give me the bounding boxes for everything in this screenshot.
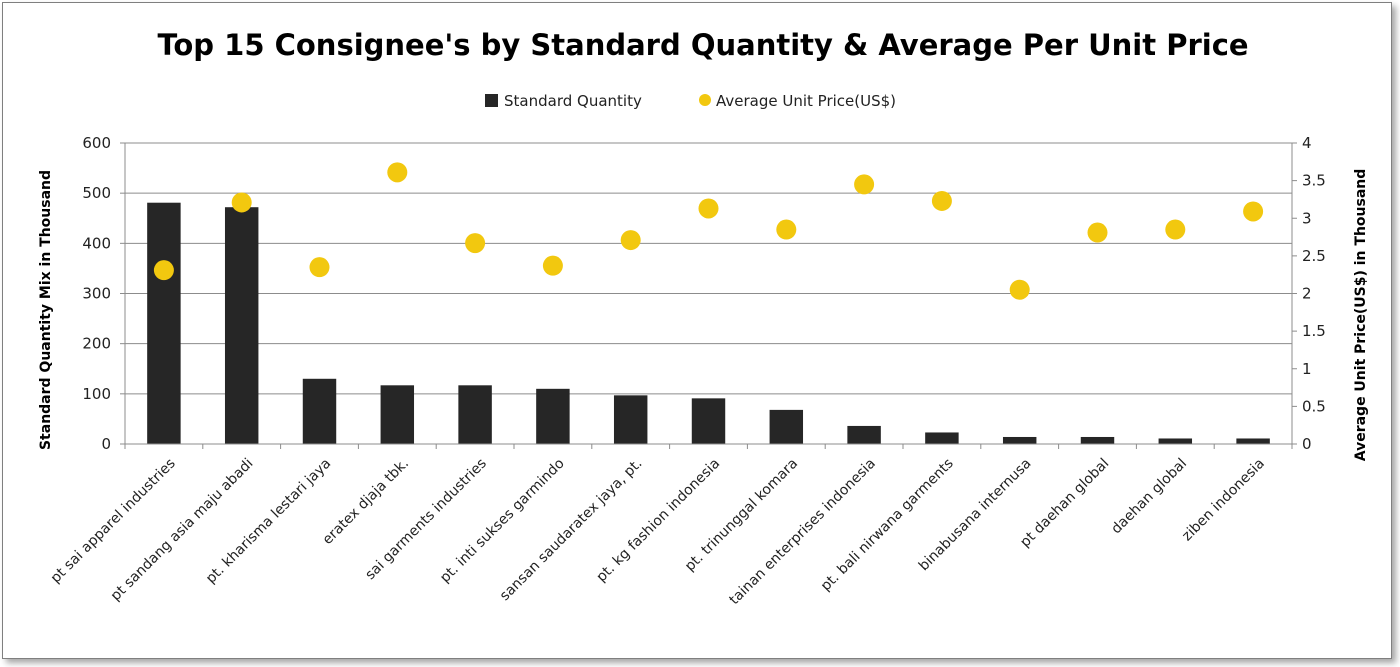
category-label: pt sai apparel industries <box>48 456 179 587</box>
bar-series <box>147 202 1270 444</box>
price-point-13 <box>1087 222 1108 243</box>
bar-2 <box>224 207 259 444</box>
bar-4 <box>380 385 415 444</box>
price-point-15 <box>1243 201 1264 222</box>
bar-9 <box>769 409 804 444</box>
right-tick-label: 3.5 <box>1302 172 1326 190</box>
right-tick-label: 2 <box>1302 285 1312 303</box>
bar-10 <box>847 425 881 444</box>
left-tick-label: 100 <box>82 385 111 403</box>
price-point-14 <box>1165 219 1186 240</box>
right-tick-label: 0 <box>1302 435 1312 453</box>
right-axis-title: Average Unit Price(US$) in Thousand <box>1353 169 1369 462</box>
category-label: sansan saudaratex jaya, pt. <box>497 456 646 605</box>
price-point-7 <box>620 230 641 251</box>
bar-6 <box>536 388 570 444</box>
left-tick-label: 300 <box>82 285 111 303</box>
right-axis-ticks: 0 0.5 1 1.5 2 2.5 3 3.5 4 <box>1302 134 1326 453</box>
left-axis-ticks: 0 100 200 300 400 500 600 <box>82 134 111 453</box>
category-label: daehan global <box>1108 456 1190 538</box>
price-point-12 <box>1009 279 1030 300</box>
legend-dot-swatch <box>699 94 711 106</box>
category-label: ziben indonesia <box>1179 456 1268 545</box>
left-tick-label: 600 <box>82 134 111 152</box>
price-point-1 <box>153 260 174 281</box>
right-tick-label: 1.5 <box>1302 322 1326 340</box>
category-label: eratex djaja tbk. <box>320 456 412 548</box>
legend: Standard Quantity Average Unit Price(US$… <box>485 92 896 110</box>
left-axis-title: Standard Quantity Mix in Thousand <box>38 170 54 450</box>
category-label: tainan enterprises indonesia <box>726 456 879 609</box>
right-tick-label: 0.5 <box>1302 397 1326 415</box>
bar-7 <box>613 395 648 444</box>
chart-frame: Top 15 Consignee's by Standard Quantity … <box>2 2 1392 659</box>
left-tick-label: 500 <box>82 184 111 202</box>
axes <box>120 142 1297 449</box>
category-label: pt. kg fashion indonesia <box>593 456 723 586</box>
category-label: pt. bali nirwana garments <box>818 456 957 595</box>
bar-14 <box>1158 438 1193 444</box>
price-point-4 <box>387 162 408 183</box>
bar-15 <box>1236 438 1270 444</box>
price-point-2 <box>231 192 252 213</box>
price-point-3 <box>309 257 330 278</box>
legend-bar-swatch <box>485 94 498 107</box>
bar-5 <box>458 385 492 444</box>
price-point-11 <box>931 190 952 211</box>
bar-11 <box>925 432 959 444</box>
legend-dot-label: Average Unit Price(US$) <box>716 92 896 110</box>
bar-3 <box>302 378 337 444</box>
price-point-8 <box>698 198 719 219</box>
bar-1 <box>147 202 181 444</box>
combo-chart: Top 15 Consignee's by Standard Quantity … <box>38 28 1369 609</box>
legend-bar-label: Standard Quantity <box>504 92 642 110</box>
right-tick-label: 3 <box>1302 209 1312 227</box>
price-point-10 <box>854 174 875 195</box>
right-tick-label: 4 <box>1302 134 1312 152</box>
chart-title: Top 15 Consignee's by Standard Quantity … <box>157 28 1248 62</box>
category-label: pt. kharisma lestari jaya <box>203 456 334 587</box>
bar-8 <box>691 398 726 444</box>
category-label: pt sandang asia maju abadi <box>108 456 257 605</box>
scatter-series <box>153 162 1264 300</box>
price-point-9 <box>776 219 797 240</box>
left-tick-label: 400 <box>82 234 111 252</box>
bar-13 <box>1080 436 1115 444</box>
category-label: pt. inti sukses garmindo <box>437 456 568 587</box>
right-tick-label: 1 <box>1302 360 1312 378</box>
left-tick-label: 200 <box>82 335 111 353</box>
bar-12 <box>1002 436 1037 444</box>
left-tick-label: 0 <box>101 435 111 453</box>
right-tick-label: 2.5 <box>1302 247 1326 265</box>
price-point-6 <box>542 255 563 276</box>
price-point-5 <box>465 233 486 254</box>
